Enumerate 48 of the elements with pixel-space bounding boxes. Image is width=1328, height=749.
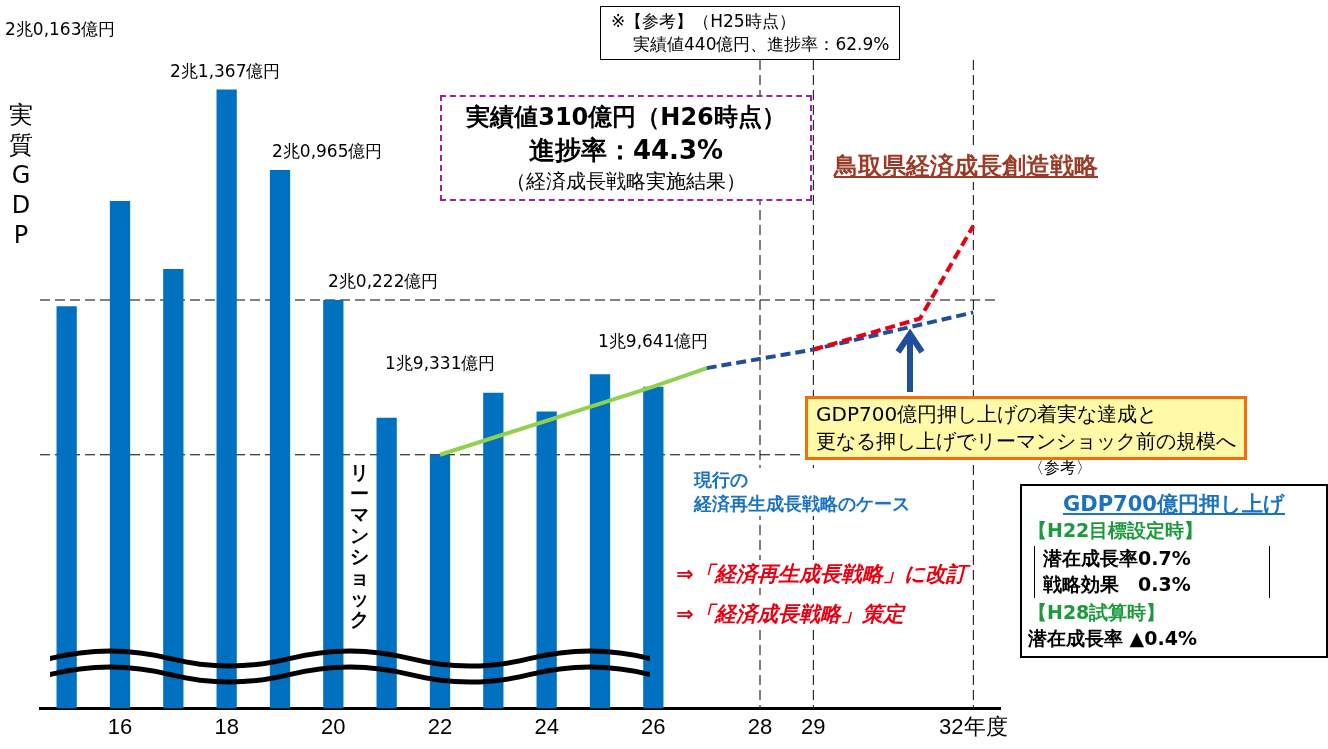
- text: ※【参考】（H25時点）: [611, 10, 797, 33]
- text: 潜在成長率 ▲0.4%: [1028, 626, 1198, 651]
- text: 【H28試算時】: [1028, 600, 1167, 625]
- x-tick-label: 18: [214, 713, 239, 739]
- text: 2兆0,163億円: [5, 18, 116, 41]
- bar: [56, 306, 77, 709]
- x-tick-label: 29: [801, 713, 826, 739]
- annotation: 2兆0,965億円: [272, 140, 383, 163]
- x-tick-label: 24: [534, 713, 559, 739]
- text: 〈参考〉: [1028, 458, 1092, 479]
- bar: [216, 89, 237, 709]
- text: 2兆1,367億円: [170, 60, 281, 83]
- bar: [163, 269, 184, 709]
- bar: [109, 200, 131, 709]
- annotation: 進捗率：44.3%: [527, 134, 725, 167]
- annotation: ⇒「経済成長戦略」策定: [672, 600, 908, 628]
- x-tick-label: 16: [107, 713, 133, 739]
- annotation: 2兆0,222億円: [328, 270, 439, 293]
- x-tick-label: 20: [321, 713, 346, 739]
- annotation: 1兆9,331億円: [385, 352, 496, 375]
- y-axis-title: 実質GDP: [8, 100, 34, 250]
- bar: [323, 300, 344, 709]
- x-tick-label: 22: [427, 713, 453, 739]
- bar: [429, 454, 451, 709]
- text: 実績値440億円、進捗率：62.9%: [632, 33, 890, 56]
- text: 【H22目標設定時】: [1028, 518, 1205, 543]
- annotation: 経済再生成長戦略のケース: [694, 492, 910, 516]
- bar: [536, 411, 557, 709]
- annotation: 現行の: [694, 468, 749, 492]
- bar: [643, 386, 664, 709]
- x-tick-label: 28: [747, 713, 773, 739]
- annotation: ⇒「経済再生成長戦略」に改訂: [672, 560, 971, 588]
- bar: [376, 417, 397, 709]
- bar: [269, 170, 291, 709]
- annotation: リーマンショック: [348, 461, 370, 630]
- annotation: 鳥取県経済成長創造戦略: [830, 150, 1102, 182]
- annotation: 更なる押し上げでリーマンショック前の規模へ: [816, 428, 1236, 455]
- x-tick-label: 32年度: [939, 713, 1008, 739]
- text: GDP700億円押し上げ: [1062, 491, 1286, 518]
- annotation: GDP700億円押し上げの着実な達成と: [816, 401, 1159, 428]
- text: 潜在成長率0.7%: [1043, 546, 1192, 571]
- annotation: （経済成長戦略実施結果）: [505, 168, 747, 195]
- text: 戦略効果 0.3%: [1043, 572, 1192, 597]
- x-tick-label: 26: [641, 713, 666, 739]
- bar: [589, 374, 611, 709]
- annotation: 実績値310億円（H26時点）: [465, 102, 787, 133]
- bar: [483, 392, 504, 709]
- annotation: 1兆9,641億円: [598, 330, 709, 353]
